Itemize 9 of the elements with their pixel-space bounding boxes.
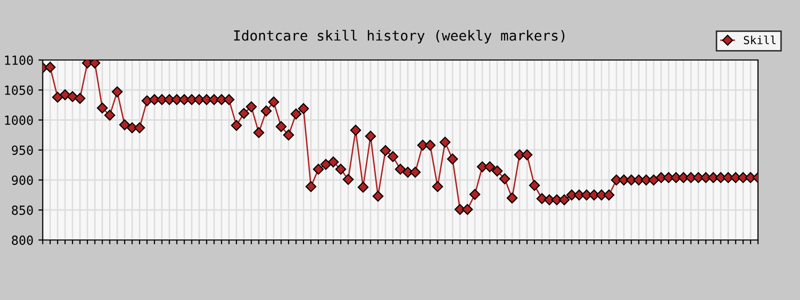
y-tick-label: 1050 — [5, 86, 33, 95]
y-tick-label: 1100 — [5, 56, 33, 65]
y-tick-label: 800 — [12, 236, 33, 245]
y-tick-label: 900 — [12, 176, 33, 185]
legend-label: Skill — [744, 36, 776, 44]
y-tick-label: 950 — [12, 146, 33, 155]
y-tick-label: 850 — [12, 206, 33, 215]
y-tick-label: 1000 — [5, 116, 33, 125]
chart-title: Idontcare skill history (weekly markers) — [234, 30, 564, 44]
